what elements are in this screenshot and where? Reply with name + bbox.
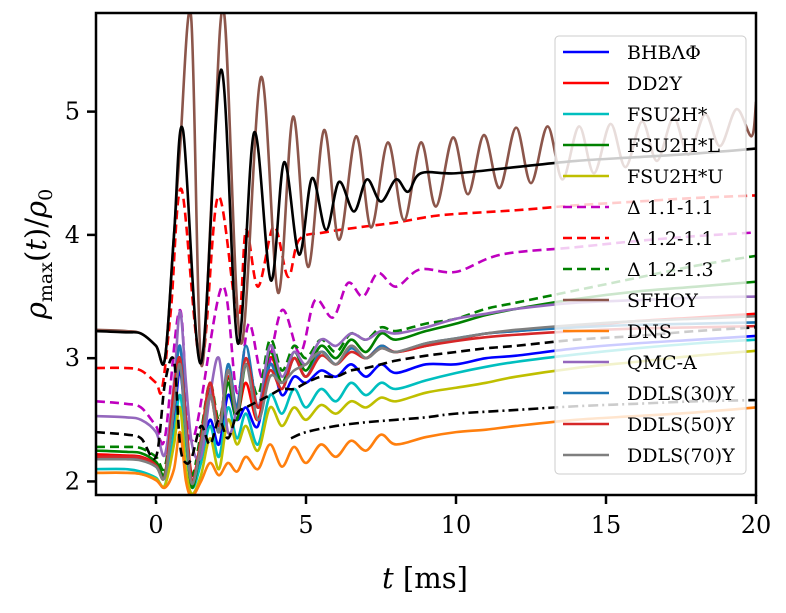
legend-label: DDLS(70)Y — [627, 445, 735, 467]
x-tick-label: 5 — [298, 511, 313, 539]
x-tick-label: 20 — [741, 511, 772, 539]
legend-label: DNS — [627, 321, 672, 343]
legend-box — [554, 35, 747, 475]
series-lines — [96, 13, 756, 495]
series-line-14 — [96, 68, 756, 366]
y-axis-label: ρmax(t)/ρ0 — [19, 189, 57, 320]
legend: BHBΛΦ DD2Y FSU2H* FSU2H*L FSU2H*U Δ 1.1-1.1 Δ … — [554, 35, 747, 475]
legend-label: Δ 1.2-1.1 — [627, 228, 714, 250]
x-tick-label: 15 — [591, 511, 622, 539]
y-axis-ticks: 2 3 4 5 — [65, 98, 96, 495]
series-line-5 — [96, 231, 756, 446]
legend-label: SFHOY — [627, 290, 698, 312]
series-line-16 — [290, 398, 756, 440]
legend-label: Δ 1.1-1.1 — [627, 197, 714, 219]
y-tick-label: 3 — [65, 344, 80, 372]
legend-label: BHBΛΦ — [627, 42, 701, 64]
series-line-15 — [96, 326, 756, 465]
series-line-9 — [96, 406, 756, 495]
legend-label: DD2Y — [627, 73, 683, 95]
x-tick-label: 10 — [441, 511, 472, 539]
series-line-10 — [96, 295, 756, 462]
legend-label: Δ 1.2-1.3 — [627, 259, 714, 281]
legend-label: FSU2H* — [627, 104, 708, 126]
series-line-4 — [96, 349, 756, 495]
series-line-6 — [96, 187, 756, 395]
x-axis-ticks: 0 5 10 15 20 — [148, 495, 771, 539]
legend-label: QMC-A — [627, 352, 697, 374]
y-tick-label: 2 — [65, 467, 80, 495]
plot-frame — [94, 11, 758, 497]
legend-label: FSU2H*L — [627, 135, 720, 157]
legend-label: DDLS(50)Y — [627, 414, 735, 436]
x-tick-label: 0 — [148, 511, 163, 539]
legend-label: DDLS(30)Y — [627, 383, 735, 405]
y-tick-label: 4 — [65, 221, 80, 249]
y-tick-label: 5 — [65, 98, 80, 126]
x-axis-label: t [ms] — [382, 561, 468, 595]
legend-label: FSU2H*U — [627, 166, 723, 188]
